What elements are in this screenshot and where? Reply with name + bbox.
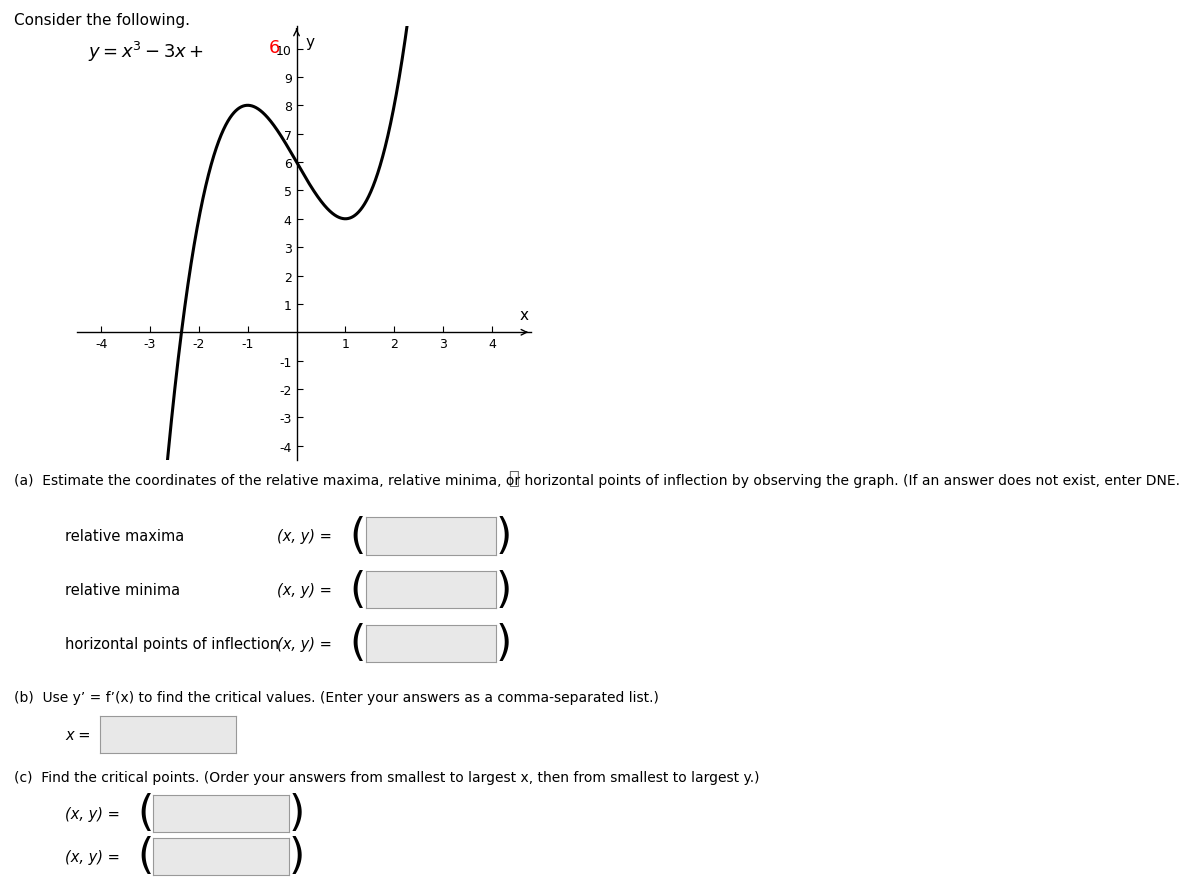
Text: horizontal points of inflection: horizontal points of inflection	[65, 637, 278, 651]
Text: ): )	[289, 836, 306, 877]
Text: (x, y) =: (x, y) =	[277, 637, 333, 651]
Text: (a)  Estimate the coordinates of the relative maxima, relative minima, or horizo: (a) Estimate the coordinates of the rela…	[14, 474, 1180, 488]
Text: y: y	[306, 36, 314, 50]
Text: ): )	[496, 516, 512, 557]
Text: (x, y) =: (x, y) =	[65, 806, 120, 821]
Text: Consider the following.: Consider the following.	[14, 13, 190, 29]
Text: (x, y) =: (x, y) =	[65, 849, 120, 864]
Text: x: x	[519, 308, 529, 323]
Text: (: (	[349, 516, 366, 557]
Text: ⓘ: ⓘ	[509, 469, 519, 487]
Text: relative minima: relative minima	[65, 583, 181, 597]
Text: ): )	[289, 793, 306, 834]
Text: (x, y) =: (x, y) =	[277, 529, 333, 544]
Text: (: (	[349, 623, 366, 664]
Text: $6$: $6$	[268, 39, 281, 57]
Text: (b)  Use y’ = f’(x) to find the critical values. (Enter your answers as a comma-: (b) Use y’ = f’(x) to find the critical …	[14, 690, 660, 704]
Text: (: (	[137, 793, 153, 834]
Text: (: (	[349, 569, 366, 611]
Text: relative maxima: relative maxima	[65, 529, 184, 544]
Text: x =: x =	[65, 728, 91, 742]
Text: (c)  Find the critical points. (Order your answers from smallest to largest x, t: (c) Find the critical points. (Order you…	[14, 771, 760, 785]
Text: (: (	[137, 836, 153, 877]
Text: (x, y) =: (x, y) =	[277, 583, 333, 597]
Text: ): )	[496, 623, 512, 664]
Text: ): )	[496, 569, 512, 611]
Text: $y = x^3 - 3x + $: $y = x^3 - 3x + $	[88, 40, 204, 64]
